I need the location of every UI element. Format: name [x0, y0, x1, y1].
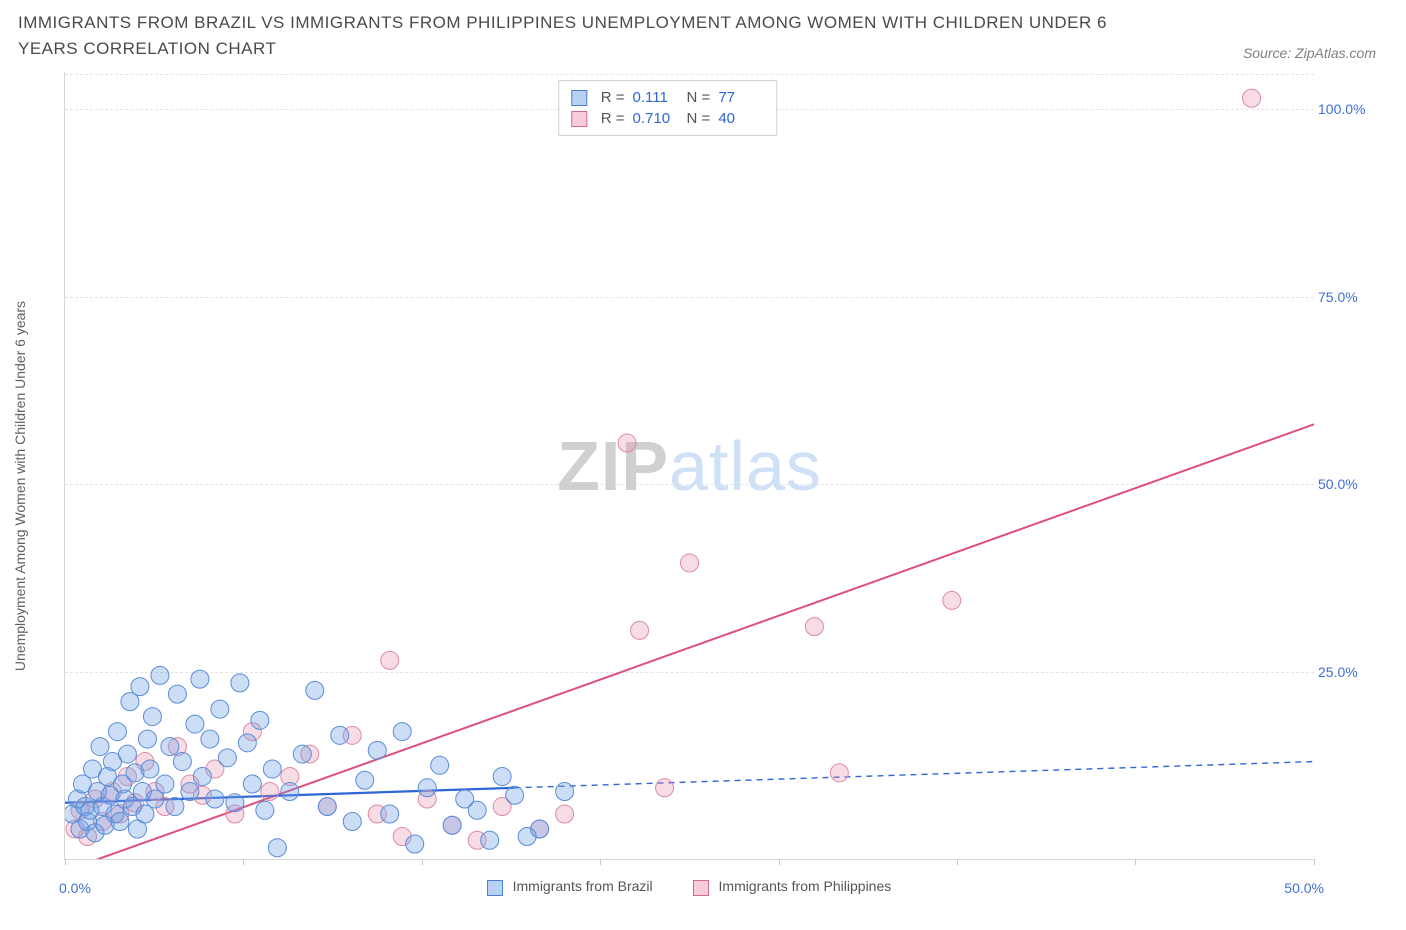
legend-swatch-series1	[487, 880, 503, 896]
y-tick-label: 25.0%	[1318, 664, 1376, 680]
stats-legend: R = 0.111 N = 77 R = 0.710 N = 40	[558, 80, 778, 136]
legend-item-series1: Immigrants from Brazil	[487, 878, 653, 895]
swatch-series1	[571, 90, 587, 106]
series-legend: Immigrants from Brazil Immigrants from P…	[64, 874, 1314, 900]
legend-item-series2: Immigrants from Philippines	[693, 878, 892, 895]
chart-title: IMMIGRANTS FROM BRAZIL VS IMMIGRANTS FRO…	[18, 10, 1118, 61]
plot-area: ZIPatlas R = 0.111 N = 77 R = 0.710 N = …	[64, 72, 1314, 860]
legend-label-series2: Immigrants from Philippines	[719, 878, 892, 894]
stats-row-series2: R = 0.710 N = 40	[571, 108, 765, 129]
legend-label-series1: Immigrants from Brazil	[513, 878, 653, 894]
chart-container: Unemployment Among Women with Children U…	[18, 72, 1386, 900]
source-credit: Source: ZipAtlas.com	[1243, 45, 1376, 61]
y-axis-label: Unemployment Among Women with Children U…	[12, 236, 28, 736]
y-tick-label: 50.0%	[1318, 476, 1376, 492]
swatch-series2	[571, 111, 587, 127]
y-tick-label: 100.0%	[1318, 101, 1376, 117]
stats-row-series1: R = 0.111 N = 77	[571, 87, 765, 108]
y-tick-label: 75.0%	[1318, 289, 1376, 305]
legend-swatch-series2	[693, 880, 709, 896]
plot-svg	[65, 72, 1314, 859]
